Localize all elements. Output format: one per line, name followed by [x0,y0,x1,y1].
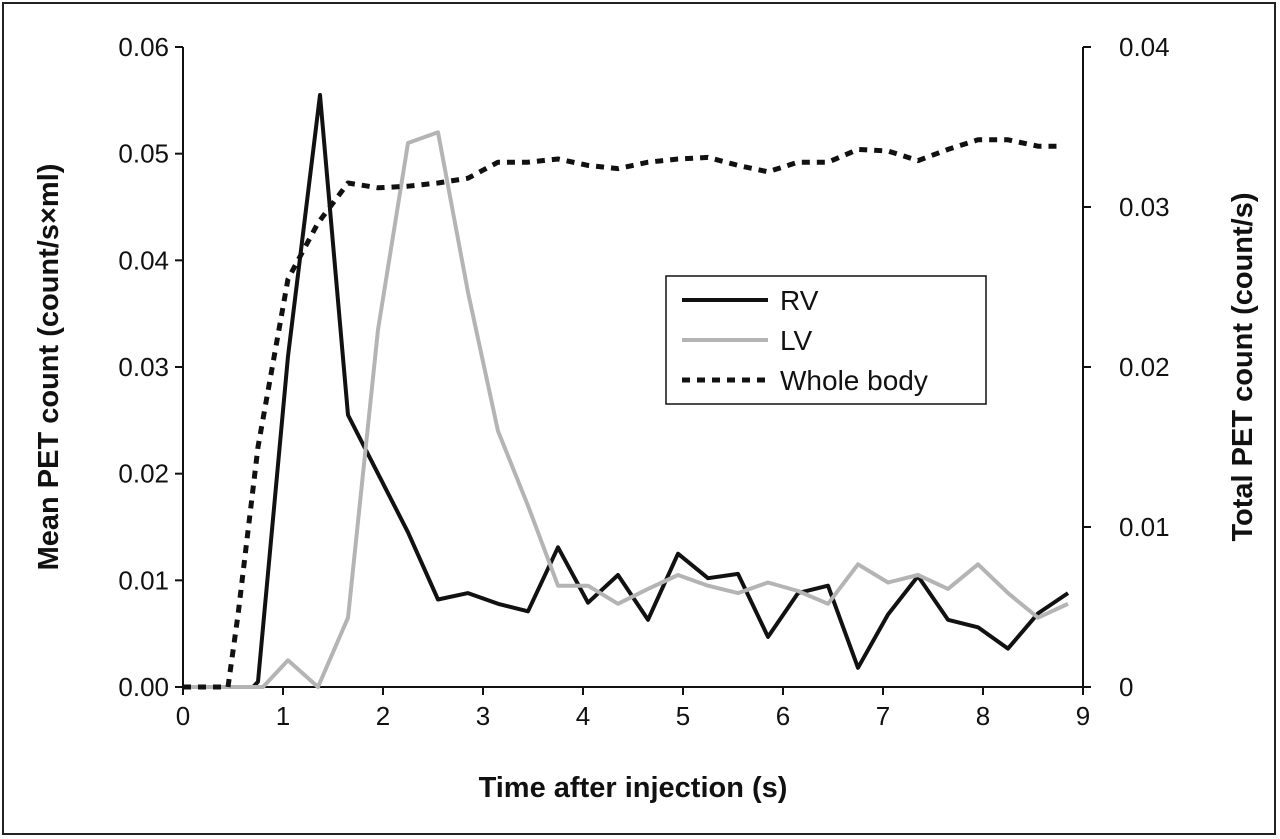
x-tick-label: 0 [176,701,190,731]
y-tick-label-left: 0.06 [118,32,169,62]
legend-label: Whole body [780,365,928,396]
series-line-whole-body [183,137,1058,690]
y-tick-label-right: 0 [1119,672,1133,702]
y-tick-label-left: 0.05 [118,139,169,169]
series-line-lv [183,130,1069,689]
legend-label: RV [780,285,819,316]
y-tick-label-right: 0.02 [1119,352,1170,382]
y-tick-label-right: 0.01 [1119,512,1170,542]
x-tick-label: 6 [776,701,790,731]
x-tick-label: 8 [976,701,990,731]
x-tick-label: 4 [576,701,590,731]
y-tick-label-left: 0.00 [118,672,169,702]
legend: RV LV Whole body [665,275,987,405]
x-tick-label: 5 [676,701,690,731]
x-tick-label: 3 [476,701,490,731]
x-tick-label: 2 [376,701,390,731]
y-tick-label-left: 0.04 [118,245,169,275]
legend-items: RV LV Whole body [682,285,928,396]
y-axis-title-right: Total PET count (count/s) [1227,192,1259,541]
series-layer [183,93,1070,690]
y-tick-label-right: 0.04 [1119,32,1170,62]
y-ticks-left: 0.00 0.01 0.02 0.03 0.04 0.05 0.06 [118,32,183,702]
y-ticks-right: 0 0.01 0.02 0.03 0.04 [1083,32,1170,702]
x-tick-label: 7 [876,701,890,731]
y-axis-title-left: Mean PET count (count/s×ml) [33,164,65,571]
y-tick-label-left: 0.03 [118,352,169,382]
y-tick-label-right: 0.03 [1119,192,1170,222]
x-tick-label: 9 [1076,701,1090,731]
y-tick-label-left: 0.01 [118,565,169,595]
y-tick-label-left: 0.02 [118,459,169,489]
legend-label: LV [780,325,812,356]
x-tick-label: 1 [276,701,290,731]
x-axis-title: Time after injection (s) [479,772,788,804]
x-ticks: 0 1 2 3 4 5 6 7 8 9 [176,687,1090,731]
